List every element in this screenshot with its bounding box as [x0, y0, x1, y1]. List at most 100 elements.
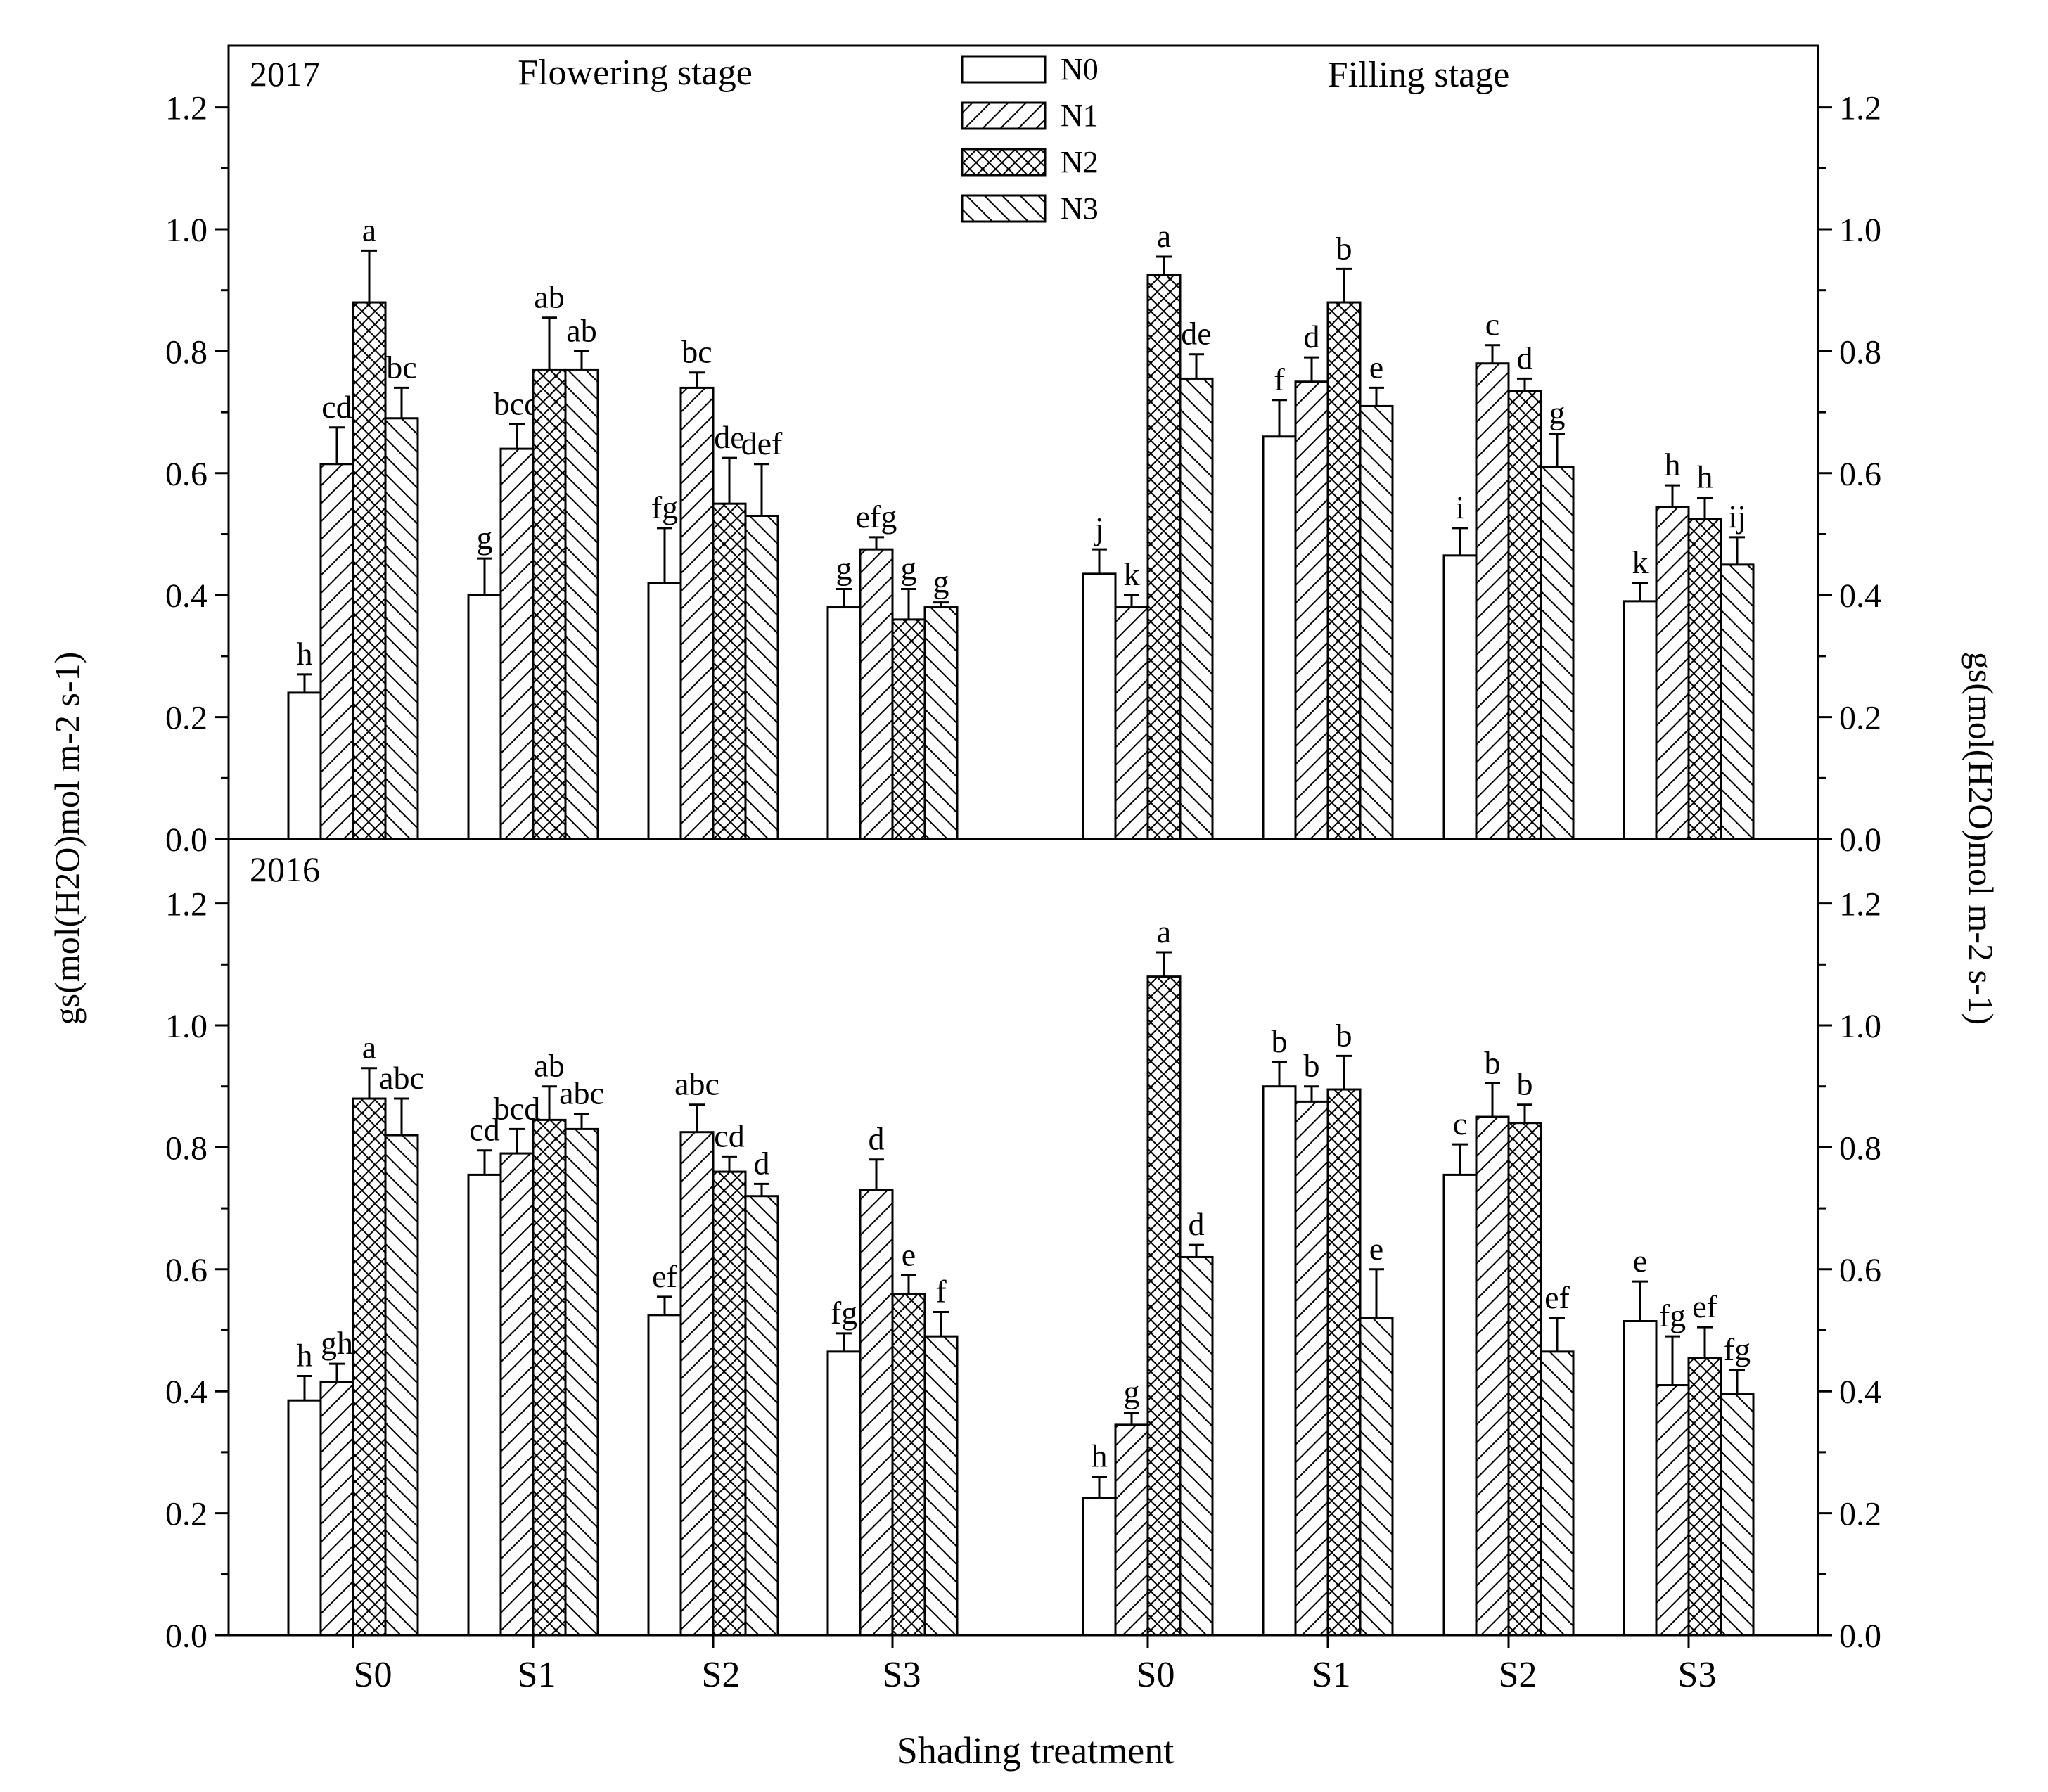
bar-2016-s0-n1 [1114, 1423, 1149, 1637]
y-tick-label-left: 0.0 [165, 821, 207, 859]
bar-2016-s0-n2 [1146, 975, 1182, 1637]
significance-letter: h [1092, 1438, 1108, 1474]
significance-letter: a [1157, 914, 1171, 949]
bar-2016-s0-n2 [352, 1097, 387, 1637]
x-tick-label: S1 [1312, 1655, 1351, 1695]
bar-2017-s3-n0 [826, 606, 862, 840]
bar-2017-s0-n0 [287, 691, 322, 840]
bar-2016-s2-n1 [679, 1131, 715, 1637]
significance-letter: fg [831, 1295, 857, 1331]
y-tick-label-left: 1.0 [165, 1008, 207, 1045]
y-tick-label-left: 1.2 [165, 90, 207, 127]
bar-2016-s2-n2 [1507, 1122, 1542, 1637]
significance-letter: h [297, 1338, 313, 1374]
bar-2016-s3-n2 [1687, 1357, 1722, 1637]
bar-2016-s2-n0 [1442, 1173, 1478, 1637]
legend-swatch-n2 [961, 148, 1047, 177]
significance-letter: abc [559, 1075, 604, 1111]
significance-letter: def [741, 425, 783, 461]
y-tick-label-left: 1.2 [165, 886, 207, 923]
bar-2016-s1-n0 [467, 1173, 502, 1637]
y-tick-label-left: 0.6 [165, 1252, 207, 1289]
significance-letter: d [869, 1121, 885, 1157]
significance-letter: e [1633, 1243, 1647, 1279]
y-tick-label-right: 0.0 [1839, 1618, 1881, 1655]
significance-letter: bc [681, 334, 712, 370]
bar-2017-s3-n3 [923, 606, 959, 840]
y-tick-label-right: 1.0 [1839, 212, 1881, 249]
x-tick-label: S2 [702, 1655, 741, 1695]
y-tick-label-left: 0.6 [165, 456, 207, 493]
significance-letter: e [902, 1236, 916, 1272]
significance-letter: b [1304, 1048, 1320, 1084]
y-tick-label-left: 0.2 [165, 700, 207, 737]
bar-2016-s1-n2 [532, 1118, 567, 1637]
legend-swatch-n1 [961, 101, 1047, 130]
bar-2017-s1-n0 [1262, 435, 1297, 840]
legend-label-n3: N3 [1061, 191, 1099, 226]
significance-letter: fg [651, 489, 678, 525]
x-tick-label: S0 [354, 1655, 392, 1695]
bar-2016-s3-n3 [1720, 1393, 1755, 1637]
significance-letter: fg [1724, 1331, 1751, 1367]
y-tick-label-right: 0.8 [1839, 333, 1881, 371]
bar-2017-s2-n2 [1507, 390, 1542, 840]
x-tick-label: S2 [1499, 1655, 1537, 1695]
significance-letter: i [1456, 489, 1465, 525]
x-axis-title: Shading treatment [897, 1729, 1174, 1772]
bar-2017-s3-n0 [1623, 600, 1658, 840]
stage-label-filling: Filling stage [1328, 55, 1510, 95]
bar-2017-s1-n1 [499, 447, 535, 840]
significance-letter: abc [674, 1066, 719, 1102]
plot-frame-2016 [227, 838, 1819, 1637]
significance-letter: b [1336, 230, 1352, 266]
stage-label-flowering: Flowering stage [518, 53, 753, 93]
bar-2017-s0-n2 [352, 301, 387, 840]
y-tick-label-right: 0.8 [1839, 1129, 1881, 1167]
significance-letter: k [1632, 544, 1649, 580]
bar-2017-s0-n1 [1114, 606, 1149, 840]
significance-letter: g [1124, 1374, 1140, 1410]
y-tick-label-right: 1.2 [1839, 886, 1881, 923]
bar-2016-s2-n1 [1475, 1115, 1510, 1637]
bar-2017-s3-n2 [1687, 518, 1722, 840]
significance-letter: e [1369, 1231, 1383, 1267]
bar-2016-s3-n1 [859, 1189, 894, 1637]
bar-2016-s0-n0 [1082, 1497, 1117, 1637]
legend-label-n1: N1 [1061, 98, 1099, 133]
bar-2017-s2-n1 [679, 386, 715, 840]
significance-letter: de [1181, 316, 1211, 352]
significance-letter: efg [856, 499, 897, 535]
bar-2016-s0-n0 [287, 1399, 322, 1637]
y-tick-label-left: 0.4 [165, 1374, 207, 1411]
significance-letter: g [1549, 395, 1566, 430]
significance-letter: a [1157, 218, 1171, 254]
significance-letter: ab [534, 279, 564, 315]
y-tick-label-right: 0.2 [1839, 1496, 1881, 1533]
significance-letter: de [714, 419, 744, 455]
significance-letter: b [1272, 1023, 1288, 1059]
significance-letter: ab [534, 1048, 564, 1084]
bar-2016-s2-n2 [712, 1170, 747, 1637]
panel-year-2016: 2016 [250, 850, 320, 889]
bar-2017-s3-n2 [891, 618, 926, 840]
bar-2017-s2-n3 [744, 514, 779, 840]
significance-letter: a [362, 1030, 376, 1065]
significance-letter: b [1517, 1066, 1533, 1102]
bar-2016-s1-n0 [1262, 1085, 1297, 1637]
bar-2017-s3-n1 [1655, 505, 1690, 840]
bar-2017-s0-n3 [384, 417, 419, 840]
y-tick-label-left: 0.8 [165, 333, 207, 371]
significance-letter: d [1517, 340, 1533, 376]
bar-2017-s1-n3 [1359, 404, 1394, 840]
y-tick-label-left: 0.2 [165, 1496, 207, 1533]
y-tick-label-left: 1.0 [165, 212, 207, 249]
bar-2016-s3-n3 [923, 1335, 959, 1637]
bar-2016-s1-n3 [564, 1127, 599, 1637]
y-tick-label-right: 1.0 [1839, 1008, 1881, 1045]
significance-letter: d [754, 1145, 770, 1181]
bar-2016-s1-n3 [1359, 1317, 1394, 1637]
bar-2017-s1-n1 [1294, 380, 1329, 840]
significance-letter: g [933, 564, 949, 600]
bar-2017-s1-n0 [467, 594, 502, 840]
